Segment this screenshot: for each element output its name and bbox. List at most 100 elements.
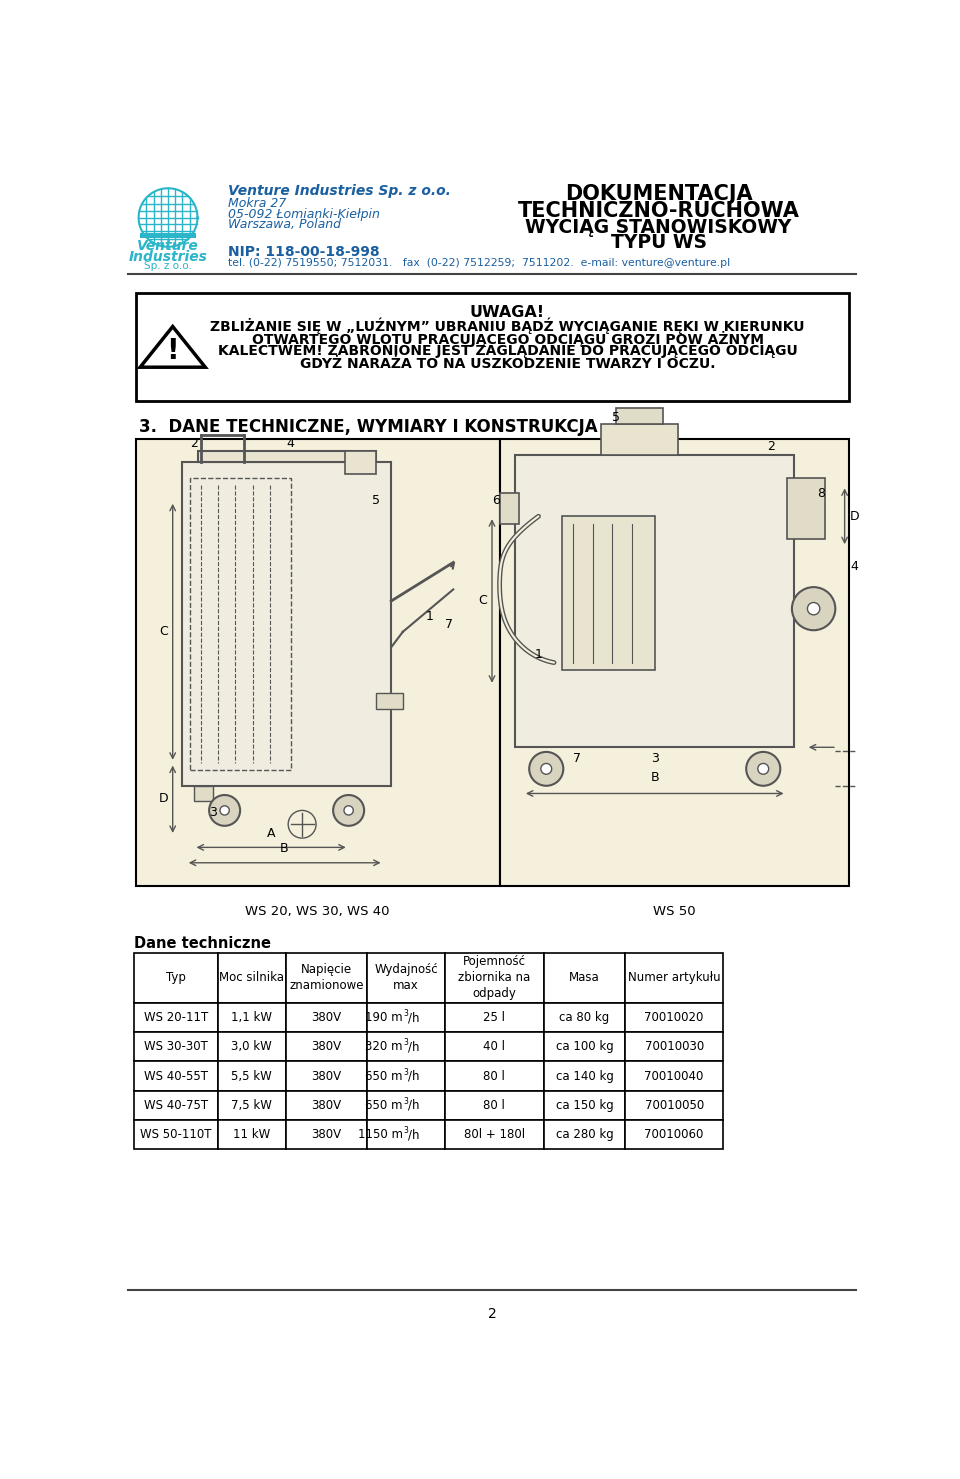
Bar bbox=[544, 952, 625, 1003]
Bar bbox=[286, 1090, 368, 1120]
Bar bbox=[544, 1032, 625, 1062]
Text: 1: 1 bbox=[535, 648, 542, 661]
Circle shape bbox=[746, 751, 780, 785]
Text: WS 50: WS 50 bbox=[653, 905, 695, 918]
Text: TYPU WS: TYPU WS bbox=[611, 232, 707, 251]
Text: B: B bbox=[280, 842, 289, 855]
Text: 70010040: 70010040 bbox=[644, 1069, 704, 1083]
Bar bbox=[601, 424, 678, 454]
Bar bbox=[444, 1032, 544, 1062]
Text: NIP: 118-00-18-998: NIP: 118-00-18-998 bbox=[228, 246, 380, 259]
Circle shape bbox=[333, 796, 364, 825]
Bar bbox=[500, 493, 519, 524]
Text: ca 100 kg: ca 100 kg bbox=[556, 1040, 613, 1053]
Text: 6: 6 bbox=[492, 494, 500, 507]
Circle shape bbox=[220, 806, 229, 815]
Text: WS 20-11T: WS 20-11T bbox=[144, 1012, 208, 1023]
Bar bbox=[368, 952, 444, 1003]
Text: 3: 3 bbox=[651, 753, 659, 765]
Text: 650 m: 650 m bbox=[366, 1069, 403, 1083]
Text: 7,5 kW: 7,5 kW bbox=[231, 1099, 273, 1112]
Text: C: C bbox=[479, 595, 488, 608]
Bar bbox=[544, 1062, 625, 1090]
Bar bbox=[625, 952, 723, 1003]
Text: 1: 1 bbox=[426, 609, 434, 623]
Bar bbox=[134, 1003, 218, 1032]
Text: 190 m: 190 m bbox=[365, 1012, 403, 1023]
Text: Numer artykułu: Numer artykułu bbox=[628, 972, 720, 985]
Bar bbox=[134, 952, 218, 1003]
Text: 3,0 kW: 3,0 kW bbox=[231, 1040, 272, 1053]
Text: ZBLIŻANIE SIĘ W „LUŹNYM” UBRANIU BĄDŹ WYCIĄGANIE RĘKI W KIERUNKU: ZBLIŻANIE SIĘ W „LUŹNYM” UBRANIU BĄDŹ WY… bbox=[210, 318, 804, 334]
Text: 3: 3 bbox=[403, 1126, 409, 1136]
Text: 650 m: 650 m bbox=[366, 1099, 403, 1112]
Text: Moc silnika: Moc silnika bbox=[219, 972, 284, 985]
Bar bbox=[625, 1120, 723, 1149]
Text: 380V: 380V bbox=[311, 1012, 342, 1023]
Text: 2: 2 bbox=[190, 436, 198, 450]
Text: ca 80 kg: ca 80 kg bbox=[560, 1012, 610, 1023]
Circle shape bbox=[209, 796, 240, 825]
Text: 70010030: 70010030 bbox=[644, 1040, 704, 1053]
Bar bbox=[375, 694, 403, 708]
Bar bbox=[562, 516, 655, 670]
Text: /h: /h bbox=[408, 1040, 420, 1053]
Text: 1150 m: 1150 m bbox=[358, 1128, 403, 1142]
Text: /h: /h bbox=[408, 1099, 420, 1112]
Text: Industries: Industries bbox=[129, 250, 207, 263]
Text: 380V: 380V bbox=[311, 1128, 342, 1142]
Text: Warszawa, Poland: Warszawa, Poland bbox=[228, 219, 342, 231]
Bar bbox=[218, 1090, 286, 1120]
Bar bbox=[134, 1120, 218, 1149]
Text: Masa: Masa bbox=[569, 972, 600, 985]
Bar bbox=[368, 1120, 444, 1149]
Bar bbox=[182, 463, 392, 785]
Text: 4: 4 bbox=[850, 561, 858, 572]
Circle shape bbox=[792, 587, 835, 630]
Bar bbox=[444, 1003, 544, 1032]
Bar bbox=[218, 1120, 286, 1149]
Text: 5: 5 bbox=[612, 411, 620, 424]
Bar bbox=[286, 1062, 368, 1090]
Bar bbox=[444, 1062, 544, 1090]
Bar bbox=[286, 1120, 368, 1149]
Text: tel. (0-22) 7519550; 7512031.   fax  (0-22) 7512259;  7511202.  e-mail: venture@: tel. (0-22) 7519550; 7512031. fax (0-22)… bbox=[228, 259, 731, 268]
Text: UWAGA!: UWAGA! bbox=[470, 305, 545, 319]
Bar bbox=[194, 785, 213, 802]
Bar bbox=[134, 1062, 218, 1090]
Text: D: D bbox=[158, 793, 168, 806]
Text: 2: 2 bbox=[488, 1307, 496, 1321]
Text: 380V: 380V bbox=[311, 1040, 342, 1053]
Text: 5: 5 bbox=[372, 494, 380, 507]
Text: 5,5 kW: 5,5 kW bbox=[231, 1069, 272, 1083]
Text: 25 l: 25 l bbox=[483, 1012, 505, 1023]
Circle shape bbox=[757, 763, 769, 774]
Text: Mokra 27: Mokra 27 bbox=[228, 197, 287, 210]
Circle shape bbox=[344, 806, 353, 815]
Bar bbox=[500, 439, 849, 886]
Text: WS 40-55T: WS 40-55T bbox=[144, 1069, 207, 1083]
Text: 70010020: 70010020 bbox=[644, 1012, 704, 1023]
Text: WS 50-110T: WS 50-110T bbox=[140, 1128, 211, 1142]
Text: 3: 3 bbox=[209, 806, 217, 819]
Text: D: D bbox=[850, 510, 859, 522]
Text: WS 20, WS 30, WS 40: WS 20, WS 30, WS 40 bbox=[246, 905, 390, 918]
Bar bbox=[345, 451, 375, 473]
Text: Venture Industries Sp. z o.o.: Venture Industries Sp. z o.o. bbox=[228, 183, 451, 198]
Bar bbox=[368, 1032, 444, 1062]
Bar bbox=[218, 952, 286, 1003]
Bar bbox=[368, 1062, 444, 1090]
Text: TECHNICZNO-RUCHOWA: TECHNICZNO-RUCHOWA bbox=[517, 201, 800, 220]
Text: GDYŻ NARAŻA TO NA USZKODZENIE TWARZY I OCZU.: GDYŻ NARAŻA TO NA USZKODZENIE TWARZY I O… bbox=[300, 356, 715, 371]
Bar bbox=[140, 232, 196, 238]
Bar bbox=[218, 1032, 286, 1062]
Bar bbox=[368, 1003, 444, 1032]
Text: 1,1 kW: 1,1 kW bbox=[231, 1012, 273, 1023]
Bar bbox=[368, 1090, 444, 1120]
Bar bbox=[135, 293, 849, 401]
Circle shape bbox=[807, 602, 820, 615]
Text: 7: 7 bbox=[445, 618, 453, 630]
Bar bbox=[198, 451, 375, 463]
Text: 70010050: 70010050 bbox=[644, 1099, 704, 1112]
Bar bbox=[625, 1090, 723, 1120]
